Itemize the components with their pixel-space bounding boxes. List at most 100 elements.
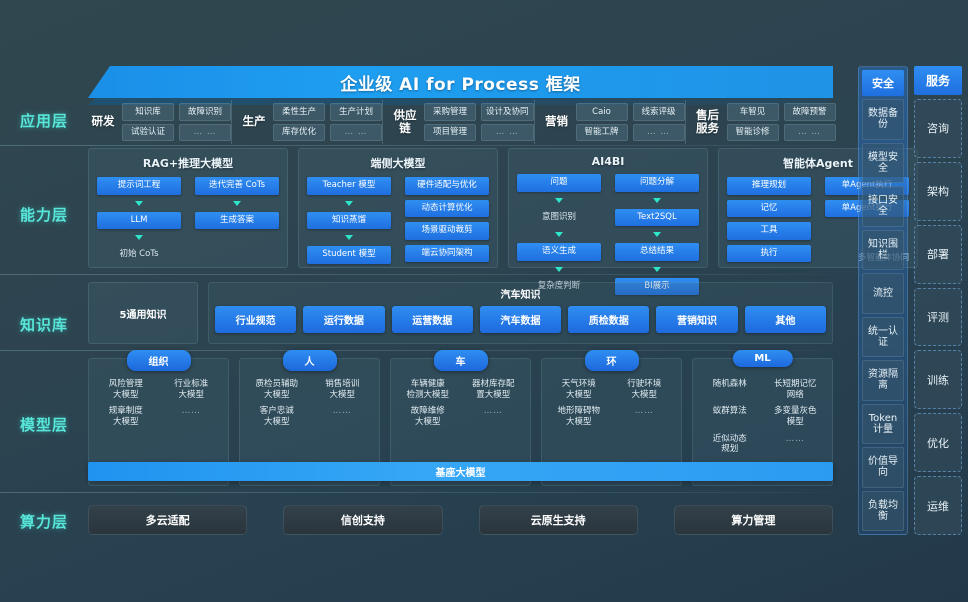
application-cells[interactable]: 柔性生产 库存优化 生产计划 … …	[269, 103, 382, 141]
application-column[interactable]: 故障预警 … …	[783, 103, 836, 141]
application-column[interactable]: Caio 智能工牌	[575, 103, 628, 141]
application-cells[interactable]: Caio 智能工牌 线索评级 … …	[572, 103, 685, 141]
capability-item[interactable]: 硬件适配与优化	[405, 177, 489, 195]
compute-button[interactable]: 云原生支持	[478, 505, 638, 535]
capability-item[interactable]: BI展示	[615, 277, 699, 296]
capability-card-title[interactable]: RAG+推理大模型	[142, 157, 234, 170]
arrow-down-icon[interactable]	[517, 231, 601, 238]
application-item[interactable]: 库存优化	[273, 123, 325, 141]
model-group-pill[interactable]: 组织	[126, 350, 191, 371]
application-column[interactable]: 生产计划 … …	[330, 103, 382, 141]
model-group-grid[interactable]: 风险管理 大模型 行业标准 大模型 规章制度 大模型 ……	[95, 379, 222, 428]
knowledge-chip[interactable]: 其他	[744, 306, 826, 333]
application-item[interactable]: Caio	[575, 103, 628, 121]
capability-item[interactable]: 提示词工程	[97, 177, 181, 195]
model-item[interactable]: 多变量灰色 模型	[773, 406, 817, 427]
capability-item[interactable]: 意图识别	[541, 211, 576, 222]
model-group-grid[interactable]: 车辆健康 检测大模型 器材库存配 置大模型 故障维修 大模型 ……	[397, 379, 524, 428]
capability-item[interactable]: LLM	[97, 211, 181, 230]
application-item[interactable]: … …	[783, 123, 836, 141]
model-group-grid[interactable]: 质检员辅助 大模型 销售培训 大模型 客户忠诚 大模型 ……	[246, 379, 373, 428]
model-item[interactable]: 质检员辅助 大模型	[255, 379, 298, 400]
application-group-title[interactable]: 售后服务	[696, 107, 720, 135]
model-group-pill[interactable]: 环	[584, 350, 639, 371]
application-column[interactable]: 线索评级 … …	[632, 103, 685, 141]
knowledge-chip[interactable]: 营销知识	[656, 306, 738, 333]
model-item[interactable]: 故障维修 大模型	[410, 406, 445, 427]
security-item[interactable]: 数据备份	[862, 99, 904, 140]
application-column[interactable]: 采购管理 项目管理	[424, 103, 476, 141]
arrow-down-icon[interactable]	[517, 266, 601, 273]
model-item[interactable]: 地形障碍物 大模型	[557, 406, 600, 427]
capability-item[interactable]: 端云协同架构	[405, 244, 489, 263]
application-group[interactable]: 研发 知识库 试验认证 故障识别 … …	[88, 100, 231, 144]
model-group-pill[interactable]: 车	[433, 350, 488, 371]
compute-button[interactable]: 算力管理	[673, 505, 833, 535]
capability-item[interactable]: 迭代完善 CoTs	[195, 177, 279, 195]
capability-card[interactable]: RAG+推理大模型 提示词工程 LLM 初始 CoTs 迭代完善 CoTs 生成答案	[88, 148, 288, 268]
application-item[interactable]: … …	[632, 123, 685, 141]
security-item[interactable]: 知识围栏	[862, 229, 904, 270]
model-group-grid[interactable]: 随机森林 长短期记忆 网络 蚁群算法 多变量灰色 模型 近似动态 规划 ……	[699, 379, 826, 455]
security-item[interactable]: 价值导向	[862, 447, 904, 488]
capability-item[interactable]: 动态计算优化	[405, 199, 489, 218]
model-group-pill[interactable]: ML	[732, 350, 793, 367]
capability-item[interactable]: 问题分解	[615, 174, 699, 192]
application-column[interactable]: 知识库 试验认证	[122, 103, 174, 141]
capability-item[interactable]: 记忆	[727, 199, 811, 218]
service-item[interactable]: 运维	[914, 476, 962, 536]
model-item[interactable]: ……	[181, 406, 201, 417]
knowledge-chip[interactable]: 质检数据	[568, 306, 650, 333]
model-item[interactable]: 风险管理 大模型	[108, 379, 143, 400]
capability-item[interactable]: 执行	[727, 244, 811, 263]
capability-card-body[interactable]: 问题 意图识别 语义生成 复杂度判断 问题分解 Text2SQL 总结结果 BI展示	[517, 174, 699, 296]
service-item[interactable]: 训练	[914, 350, 962, 410]
application-group-title[interactable]: 研发	[91, 114, 115, 129]
application-item[interactable]: 采购管理	[424, 103, 476, 121]
application-group[interactable]: 生产 柔性生产 库存优化 生产计划 … …	[231, 100, 382, 144]
arrow-down-icon[interactable]	[97, 200, 181, 207]
service-item[interactable]: 优化	[914, 413, 962, 473]
application-group-title[interactable]: 营销	[545, 114, 569, 129]
arrow-down-icon[interactable]	[307, 200, 391, 207]
security-item[interactable]: Token计量	[862, 403, 904, 444]
capability-card[interactable]: 端侧大模型 Teacher 模型 知识蒸馏 Student 模型 硬件适配与优化 动态计算…	[298, 148, 498, 268]
model-item[interactable]: 车辆健康 检测大模型	[406, 379, 449, 400]
model-item[interactable]: 规章制度 大模型	[108, 406, 143, 427]
model-item[interactable]: ……	[483, 406, 503, 417]
capability-right-column[interactable]: 硬件适配与优化 动态计算优化 场景驱动裁剪 端云协同架构	[405, 177, 489, 264]
application-item[interactable]: 线索评级	[632, 103, 685, 121]
capability-left-column[interactable]: 提示词工程 LLM 初始 CoTs	[97, 177, 181, 264]
application-item[interactable]: … …	[481, 123, 534, 141]
service-item[interactable]: 架构	[914, 161, 962, 221]
capability-left-column[interactable]: Teacher 模型 知识蒸馏 Student 模型	[307, 177, 391, 264]
service-item[interactable]: 部署	[914, 224, 962, 284]
application-item[interactable]: 故障识别	[179, 103, 231, 121]
model-item[interactable]: 天气环境 大模型	[561, 379, 596, 400]
model-item[interactable]: 随机森林	[712, 379, 747, 389]
capability-card-body[interactable]: Teacher 模型 知识蒸馏 Student 模型 硬件适配与优化 动态计算优化 场景驱…	[307, 177, 489, 264]
arrow-down-icon[interactable]	[615, 266, 699, 273]
capability-item[interactable]: Student 模型	[307, 246, 391, 264]
service-item[interactable]: 评测	[914, 287, 962, 347]
capability-card-body[interactable]: 提示词工程 LLM 初始 CoTs 迭代完善 CoTs 生成答案	[97, 177, 279, 264]
model-item[interactable]: 客户忠诚 大模型	[259, 406, 294, 427]
compute-button[interactable]: 信创支持	[283, 505, 443, 535]
capability-right-column[interactable]: 迭代完善 CoTs 生成答案	[195, 177, 279, 264]
capability-card-title[interactable]: 智能体Agent	[783, 157, 853, 170]
capability-left-column[interactable]: 问题 意图识别 语义生成 复杂度判断	[517, 174, 601, 295]
model-item[interactable]: 蚁群算法	[712, 406, 747, 417]
knowledge-chip[interactable]: 汽车数据	[479, 306, 562, 333]
capability-left-column[interactable]: 推理规划 记忆 工具 执行	[727, 177, 811, 263]
arrow-down-icon[interactable]	[195, 200, 279, 207]
capability-item[interactable]: Teacher 模型	[307, 177, 391, 195]
model-group-grid[interactable]: 天气环境 大模型 行驶环境 大模型 地形障碍物 大模型 ……	[548, 379, 675, 428]
arrow-down-icon[interactable]	[615, 231, 699, 238]
capability-item[interactable]: 问题	[517, 174, 601, 192]
model-item[interactable]: ……	[634, 406, 654, 417]
knowledge-chip[interactable]: 运行数据	[303, 306, 385, 333]
application-group[interactable]: 营销 Caio 智能工牌 线索评级 … …	[533, 100, 685, 144]
application-item[interactable]: 车智见	[726, 103, 779, 121]
security-item[interactable]: 模型安全	[862, 142, 904, 183]
application-column[interactable]: 柔性生产 库存优化	[273, 103, 325, 141]
